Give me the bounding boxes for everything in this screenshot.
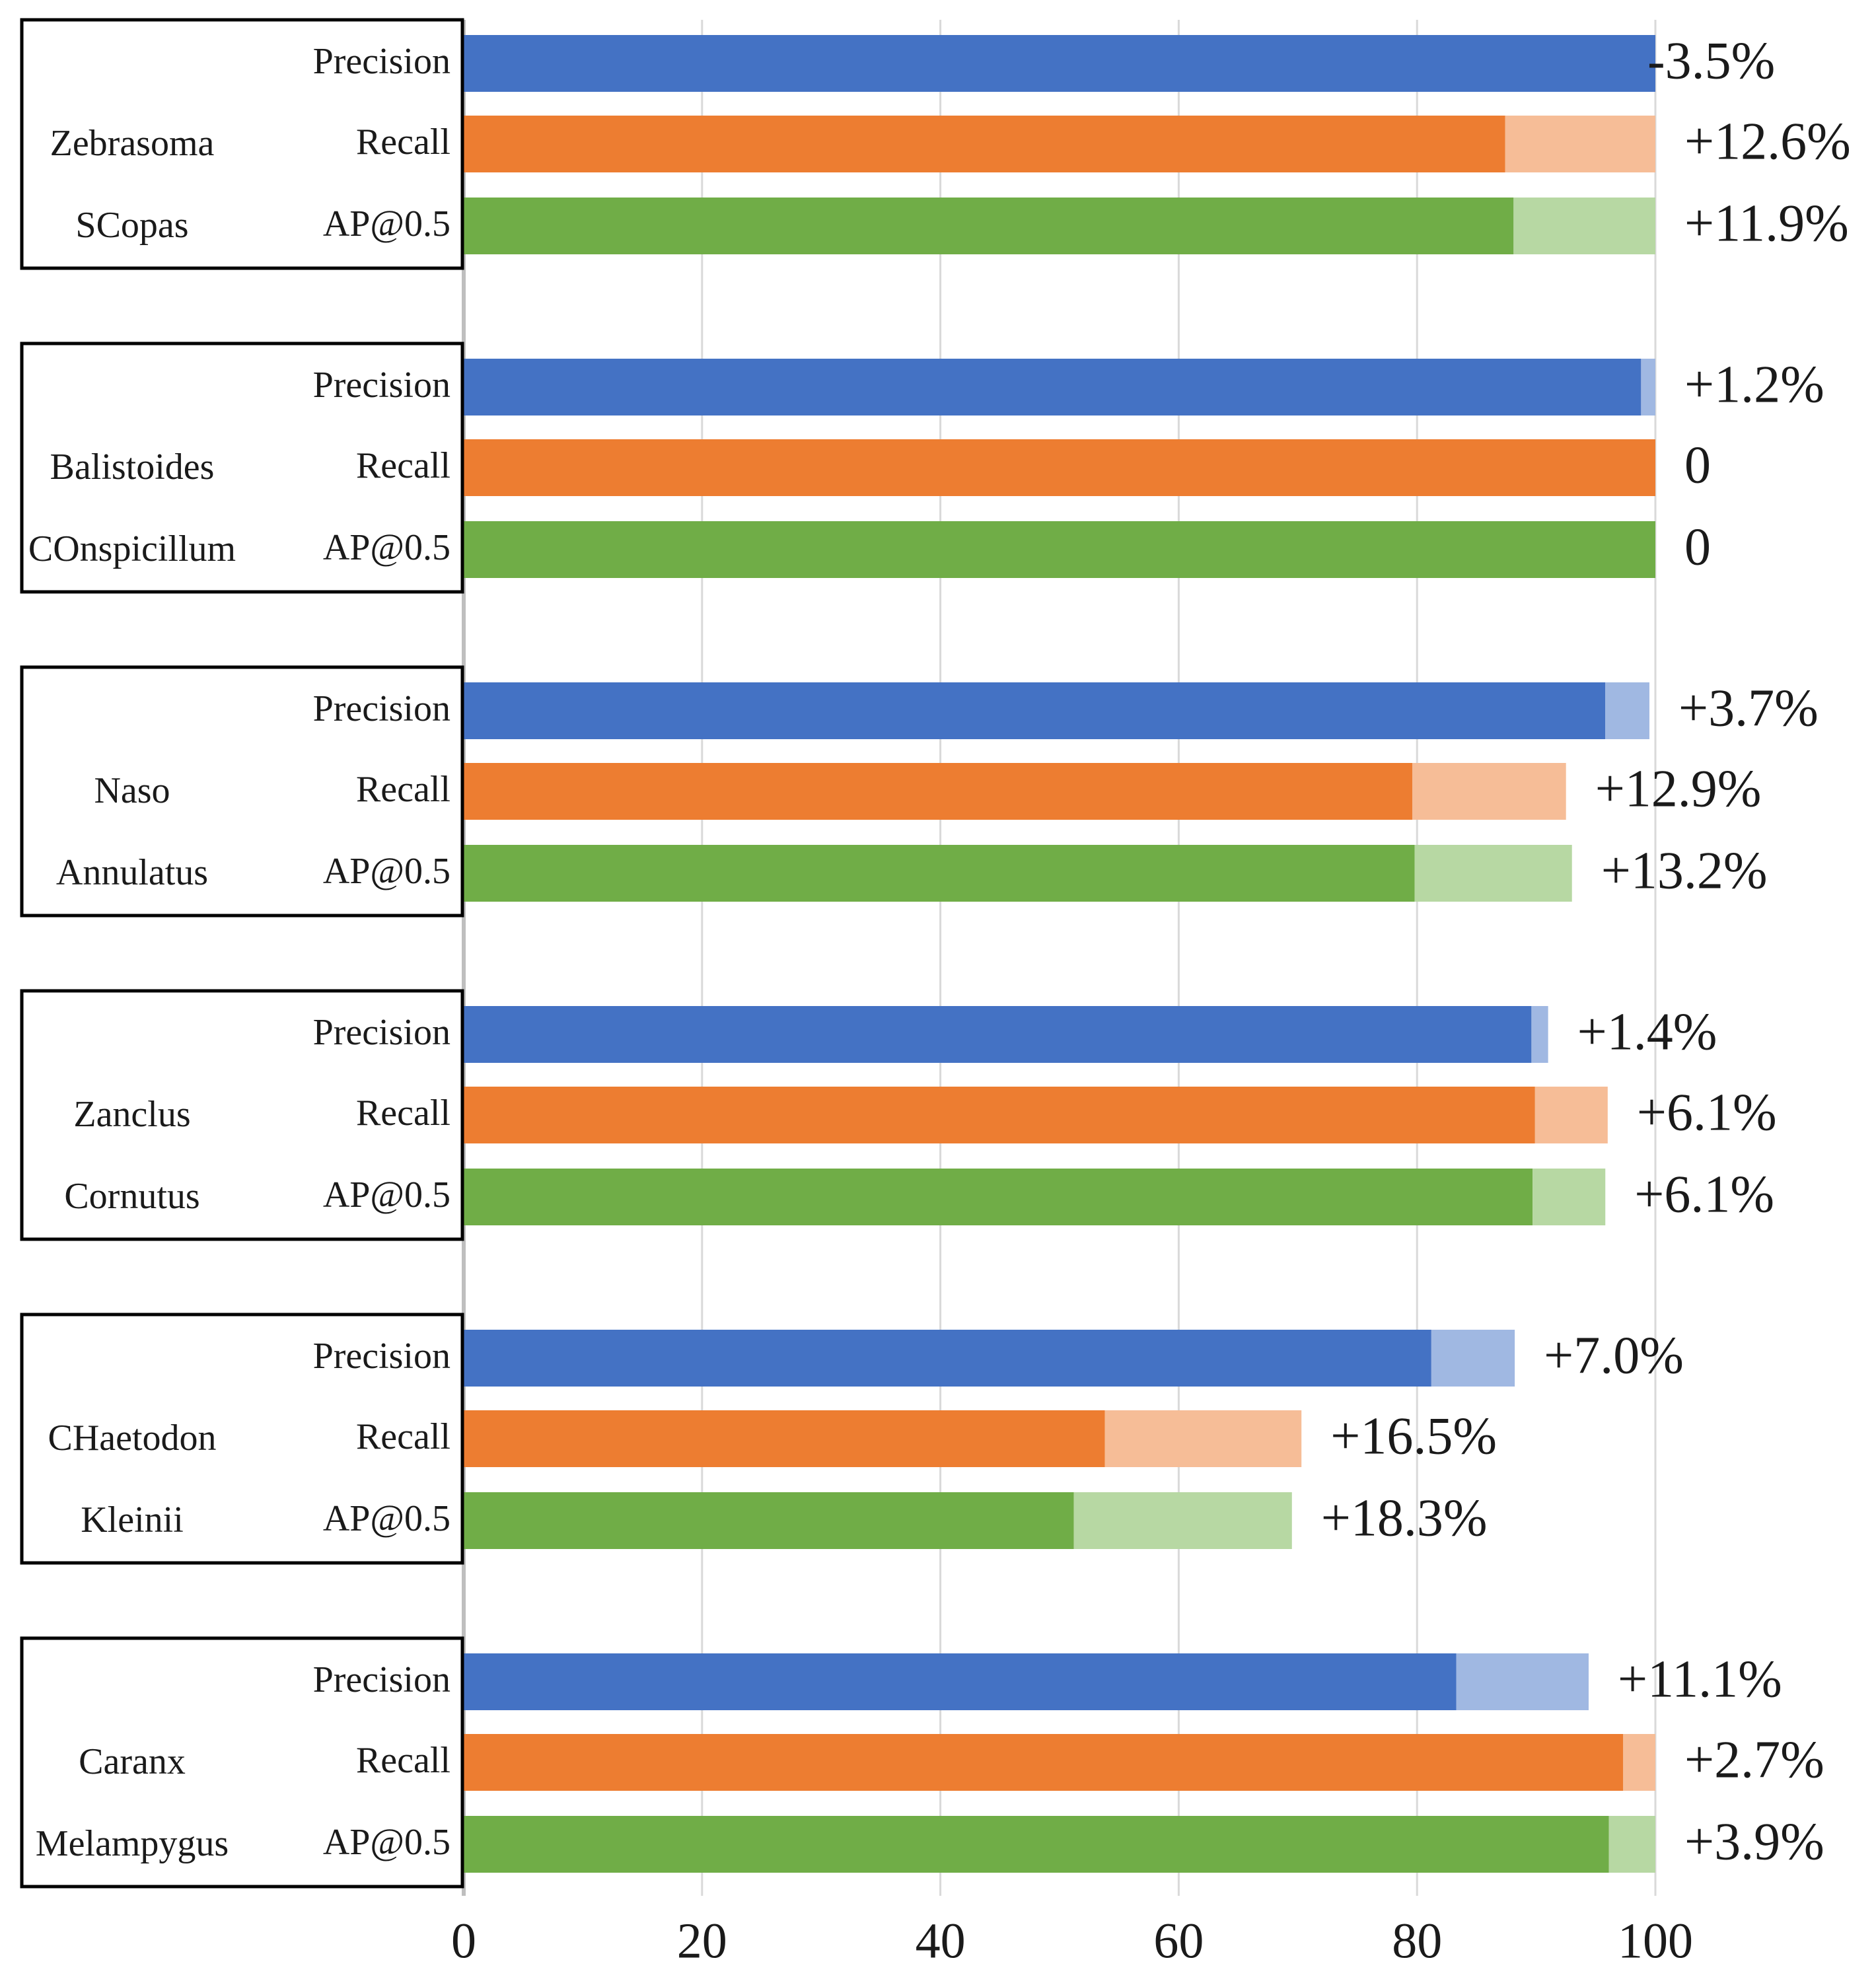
metric-label-ap-0-5: AP@0.5: [323, 1498, 451, 1539]
x-tick-label-60: 60: [1153, 1913, 1204, 1968]
bar-base: [464, 359, 1642, 415]
data-label: +18.3%: [1321, 1489, 1488, 1547]
bar-gain: [1641, 359, 1655, 415]
x-tick-label-20: 20: [677, 1913, 727, 1968]
data-label: +1.4%: [1577, 1003, 1717, 1061]
species-name: Kleinii: [81, 1499, 184, 1540]
metric-label-ap-0-5: AP@0.5: [323, 527, 451, 568]
bar-base: [464, 1169, 1533, 1225]
metric-label-ap-0-5: AP@0.5: [323, 851, 451, 892]
labels-layer: -3.5% +12.6% +11.9% +1.2% 0 0 +3.7% +12.9% +13.2…: [1321, 32, 1851, 1871]
bar-base: [464, 521, 1655, 578]
metric-label-recall: Recall: [356, 122, 451, 162]
species-name: Melampygus: [36, 1823, 229, 1864]
data-label: +12.9%: [1595, 760, 1762, 818]
metric-label-recall: Recall: [356, 769, 451, 810]
data-label: +11.1%: [1618, 1650, 1782, 1708]
data-label: +2.7%: [1684, 1731, 1824, 1789]
data-label: +6.1%: [1637, 1083, 1777, 1141]
data-label: +11.9%: [1684, 194, 1849, 252]
metric-label-precision: Precision: [313, 1336, 451, 1377]
species-name: Balistoides: [50, 447, 215, 487]
bar-gain: [1608, 1816, 1655, 1873]
bar-base: [464, 116, 1505, 172]
data-label: +7.0%: [1544, 1326, 1684, 1385]
data-label: +6.1%: [1634, 1165, 1774, 1223]
bar-base: [464, 845, 1415, 902]
metric-label-precision: Precision: [313, 1659, 451, 1700]
group-label-box: [20, 1313, 464, 1565]
bar-base: [464, 1006, 1532, 1063]
data-label: +1.2%: [1684, 355, 1824, 414]
species-name: Cornutus: [64, 1176, 199, 1217]
bar-gain: [1505, 116, 1655, 172]
bar-base: [464, 1734, 1624, 1791]
species-name: Annulatus: [56, 852, 208, 893]
bar-base: [464, 1816, 1609, 1873]
metric-label-precision: Precision: [313, 1012, 451, 1053]
species-name: Zanclus: [73, 1094, 190, 1135]
metric-label-recall: Recall: [356, 1740, 451, 1781]
bar-base: [464, 1330, 1431, 1387]
group-label-box: [20, 1636, 464, 1889]
bar-gain: [1533, 1169, 1606, 1225]
bar-gain: [1605, 682, 1649, 739]
bar-gain: [1531, 1006, 1548, 1063]
data-label: -3.5%: [1647, 32, 1775, 90]
metric-label-recall: Recall: [356, 445, 451, 486]
bar-gain: [1623, 1734, 1655, 1791]
bar-base: [464, 35, 1655, 92]
species-name: SCopas: [75, 205, 188, 246]
species-name: Caranx: [79, 1741, 186, 1782]
group-label-box: [20, 665, 464, 918]
species-name: Naso: [94, 770, 170, 811]
bar-gain: [1534, 1087, 1608, 1143]
metric-label-precision: Precision: [313, 365, 451, 406]
group-label-box: [20, 342, 464, 594]
bar-gain: [1073, 1492, 1292, 1549]
x-tick-label-40: 40: [916, 1913, 966, 1968]
species-name: Zebrasoma: [50, 123, 215, 164]
data-label: +3.9%: [1684, 1813, 1824, 1871]
data-label: +16.5%: [1330, 1407, 1497, 1465]
species-name: COnspicillum: [28, 528, 236, 569]
boxes-layer: Zebrasoma SCopas Precision Recall AP@0.5 Bali…: [20, 18, 464, 1889]
metric-label-precision: Precision: [313, 41, 451, 82]
data-label: 0: [1684, 518, 1711, 576]
bar-gain: [1513, 198, 1655, 254]
data-label: +13.2%: [1601, 842, 1768, 900]
metric-label-recall: Recall: [356, 1416, 451, 1457]
metric-label-precision: Precision: [313, 688, 451, 729]
bar-base: [464, 682, 1606, 739]
species-name: CHaetodon: [48, 1418, 216, 1459]
bar-base: [464, 439, 1655, 496]
bars-layer: [464, 35, 1655, 1873]
metric-label-recall: Recall: [356, 1093, 451, 1134]
bar-base: [464, 1653, 1457, 1710]
bar-base: [464, 198, 1514, 254]
group-label-box: [20, 18, 464, 270]
bar-gain: [1456, 1653, 1589, 1710]
bar-base: [464, 1087, 1535, 1143]
bar-base: [464, 1410, 1105, 1467]
metric-label-ap-0-5: AP@0.5: [323, 1174, 451, 1215]
bar-gain: [1104, 1410, 1302, 1467]
metric-label-ap-0-5: AP@0.5: [323, 203, 451, 244]
metric-label-ap-0-5: AP@0.5: [323, 1822, 451, 1863]
bar-base: [464, 763, 1412, 820]
bar-gain: [1412, 763, 1566, 820]
data-label: +3.7%: [1678, 679, 1819, 737]
x-tick-label-80: 80: [1392, 1913, 1442, 1968]
group-label-box: [20, 989, 464, 1241]
x-tick-label-0: 0: [451, 1913, 476, 1968]
bar-gain: [1431, 1330, 1515, 1387]
bar-gain: [1414, 845, 1572, 902]
bar-base: [464, 1492, 1074, 1549]
data-label: 0: [1684, 436, 1711, 494]
grid-layer: [462, 20, 1657, 1896]
x-tick-label-100: 100: [1618, 1913, 1693, 1968]
ticks-layer: 0 20 40 60 80 100: [451, 1913, 1693, 1968]
data-label: +12.6%: [1684, 112, 1851, 170]
